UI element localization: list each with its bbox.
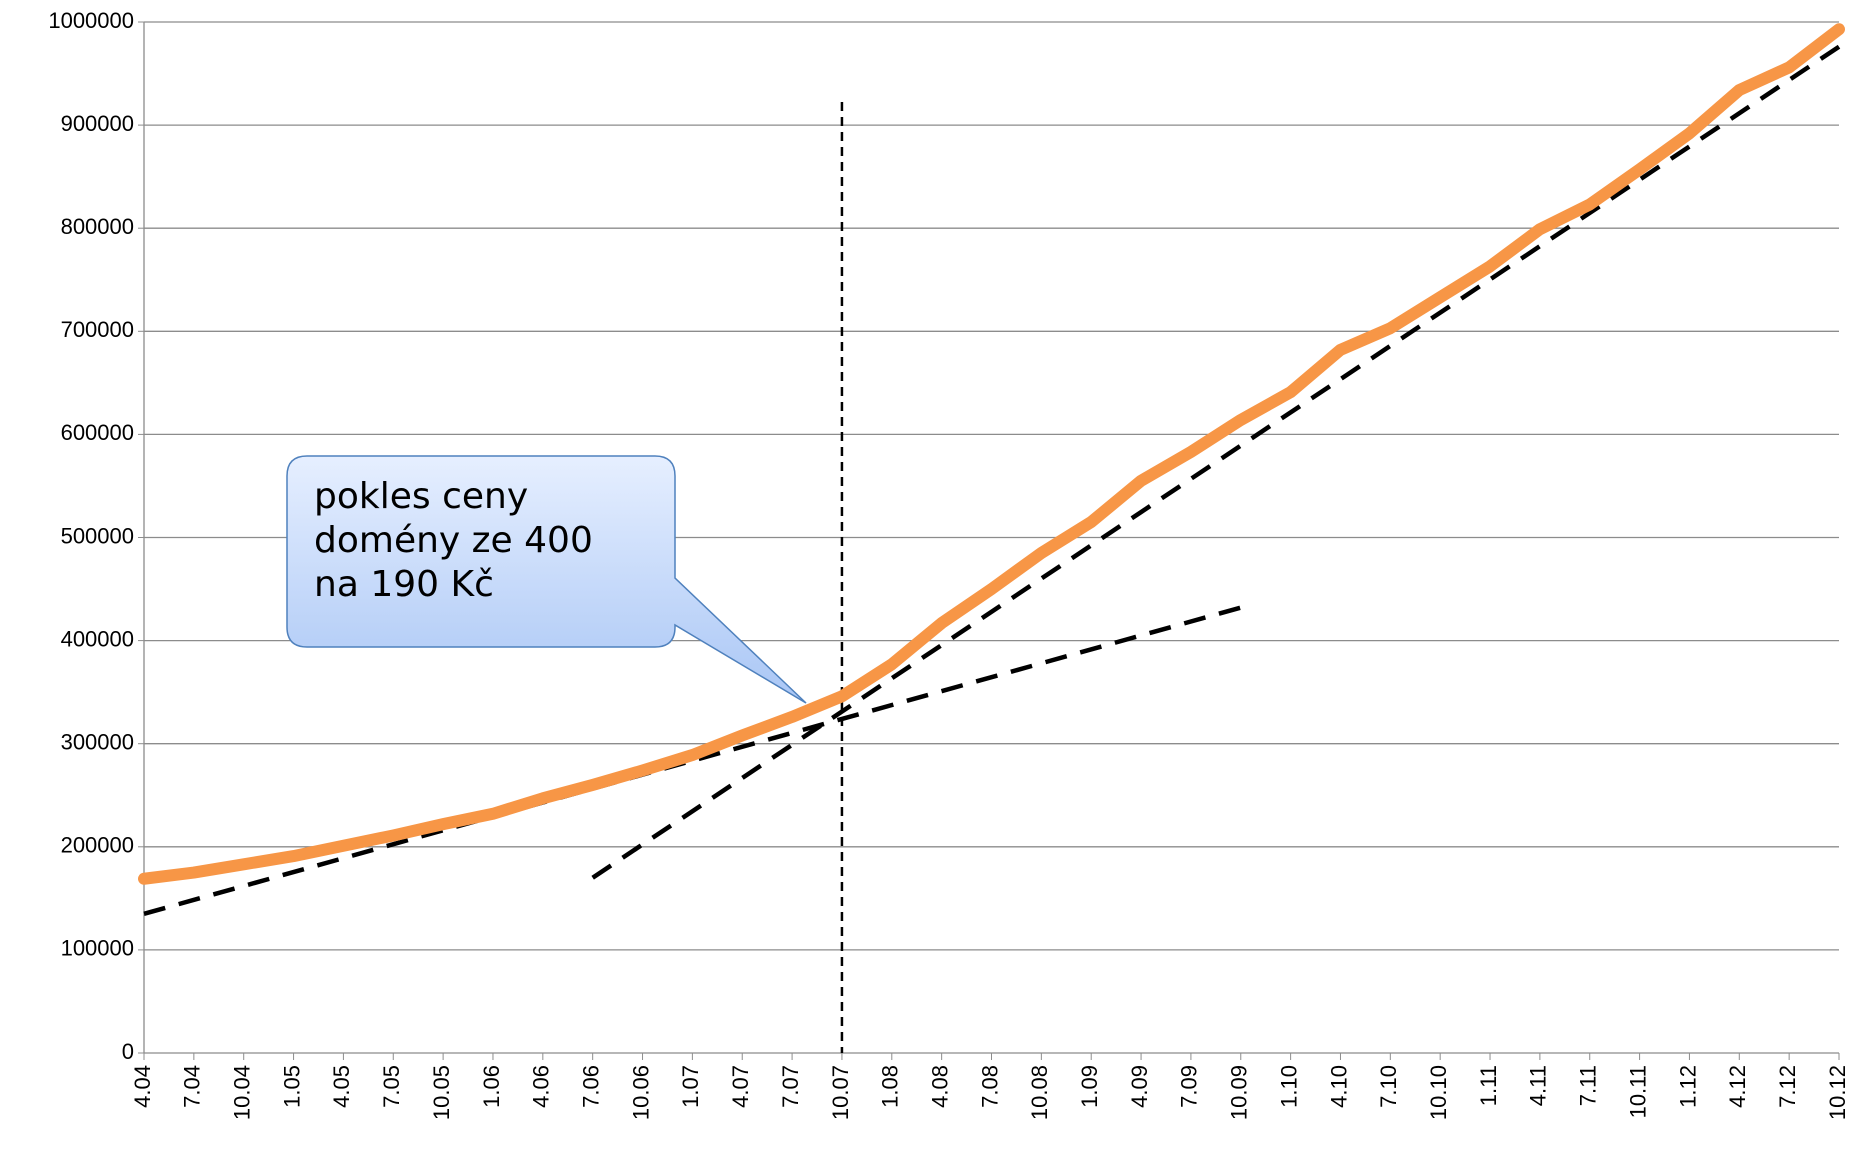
y-tick-label: 100000 [61,936,134,961]
x-tick-label: 7.04 [180,1065,205,1108]
y-tick-label: 1000000 [48,8,134,33]
y-tick-label: 700000 [61,317,134,342]
x-tick-label: 4.05 [329,1065,354,1108]
data-line [138,23,1845,885]
x-tick-label: 4.12 [1725,1065,1750,1108]
trend-line [591,44,1841,880]
x-tick-label: 7.08 [977,1065,1002,1108]
x-tick-label: 10.10 [1426,1065,1451,1120]
y-tick-label: 300000 [61,730,134,755]
x-tick-label: 1.06 [479,1065,504,1108]
x-tick-label: 1.05 [279,1065,304,1108]
x-tick-label: 1.10 [1276,1065,1301,1108]
x-tick-label: 7.05 [379,1065,404,1108]
x-tick-label: 1.07 [678,1065,703,1108]
x-tick-label: 10.07 [828,1065,853,1120]
x-tick-label: 10.08 [1027,1065,1052,1120]
x-tick-label: 4.10 [1326,1065,1351,1108]
x-tick-label: 7.11 [1576,1065,1601,1106]
x-tick-label: 7.06 [578,1065,603,1108]
x-tick-label: 10.04 [230,1065,255,1120]
y-tick-label: 600000 [61,420,134,445]
callout [286,455,807,704]
y-tick-label: 0 [122,1039,134,1064]
grid: 0 100000 200000 300000 400000 500000 600000 700… [48,8,1849,1120]
annotation: pokles ceny domény ze 400 na 190 Kč [314,476,593,605]
x-tick-label: 7.10 [1376,1065,1401,1108]
x-tick-label: 4.04 [130,1065,155,1108]
x-tick-label: 7.07 [778,1065,803,1108]
callout-box: pokles ceny domény ze 400 na 190 Kč [314,476,593,605]
series [138,23,1845,885]
x-tick-label: 1.09 [1077,1065,1102,1108]
x-tick-label: 10.05 [429,1065,454,1120]
x-tick-label: 1.08 [878,1065,903,1108]
x-tick-label: 4.08 [927,1065,952,1108]
y-tick-label: 900000 [61,111,134,136]
y-tick-label: 800000 [61,214,134,239]
x-tick-label: 7.12 [1775,1065,1800,1108]
x-tick-label: 4.07 [728,1065,753,1108]
x-tick-label: 4.06 [529,1065,554,1108]
y-tick-label: 400000 [61,626,134,651]
x-tick-label: 7.09 [1177,1065,1202,1108]
y-tick-label: 200000 [61,833,134,858]
x-tick-label: 1.11 [1476,1065,1501,1106]
x-tick-label: 10.09 [1227,1065,1252,1120]
x-tick-label: 10.06 [628,1065,653,1120]
trend-line [143,605,1242,916]
x-tick-label: 10.12 [1825,1065,1850,1120]
trends [143,44,1841,1053]
x-tick-label: 10.11 [1625,1065,1650,1118]
x-tick-label: 4.09 [1127,1065,1152,1108]
x-tick-label: 4.11 [1526,1065,1551,1106]
y-tick-label: 500000 [61,523,134,548]
x-tick-label: 1.12 [1675,1065,1700,1108]
